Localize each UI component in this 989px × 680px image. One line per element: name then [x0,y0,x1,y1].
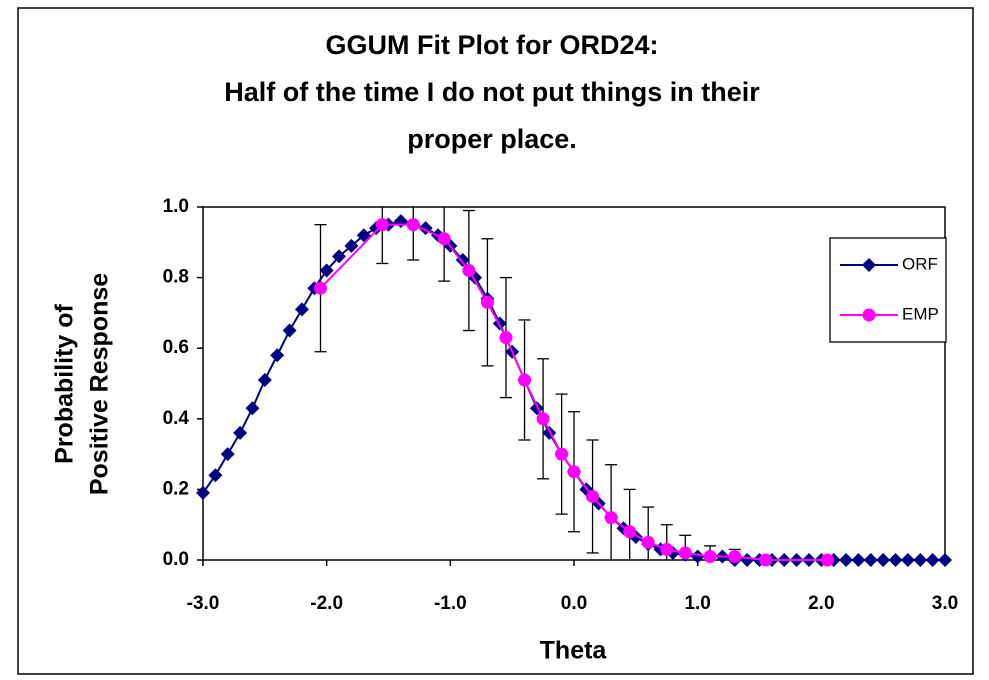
orf-marker [839,553,854,567]
orf-marker [332,249,347,264]
orf-marker [690,549,705,564]
orf-marker [888,553,903,567]
x-tick-label: -3.0 [187,593,220,614]
emp-marker [375,218,389,232]
x-tick-label: 3.0 [932,593,958,614]
orf-marker [282,323,297,338]
y-tick-label: 0.6 [163,337,189,358]
emp-marker [660,542,674,556]
chart-title: proper place. [407,124,577,154]
emp-marker [586,489,600,503]
emp-marker [641,535,655,549]
y-axis-label: Positive Response [86,273,114,495]
y-tick-label: 1.0 [163,196,189,217]
x-tick-label: 0.0 [561,593,587,614]
orf-marker [233,425,248,440]
emp-marker [555,447,569,461]
orf-marker [455,252,470,267]
orf-marker [938,553,952,567]
emp-marker [604,511,618,525]
y-tick-label: 0.8 [163,267,189,288]
emp-marker [728,549,742,563]
legend-marker [862,308,876,322]
orf-marker [257,372,272,387]
emp-marker [406,218,420,232]
emp-marker [567,465,581,479]
orf-marker [851,553,866,567]
y-tick-label: 0.0 [163,549,189,570]
orf-marker [245,401,260,416]
x-tick-label: 1.0 [684,593,710,614]
y-tick-label: 0.2 [163,478,189,499]
orf-marker [196,485,210,500]
orf-marker [270,348,285,363]
emp-marker [536,412,550,426]
legend-label: ORF [902,254,938,273]
orf-marker [319,263,334,278]
orf-marker [876,553,891,567]
emp-marker [462,264,476,278]
emp-marker [623,525,637,539]
chart-frame [17,7,974,675]
emp-marker [759,553,773,567]
emp-marker [499,331,513,345]
legend: ORF EMP [829,237,947,343]
orf-marker [294,302,309,317]
x-tick-label: 2.0 [808,593,834,614]
x-tick-label: -2.0 [310,593,343,614]
orf-marker [220,447,235,462]
orf-marker [925,553,940,567]
emp-marker [480,295,494,309]
x-tick-label: -1.0 [434,593,467,614]
emp-marker [703,549,717,563]
orf-marker [208,468,223,483]
orf-marker [900,553,915,567]
emp-marker [821,553,835,567]
legend-marker [862,258,876,272]
emp-marker [678,546,692,560]
chart-title: GGUM Fit Plot for ORD24: [326,30,659,60]
emp-marker [437,232,451,246]
y-tick-label: 0.4 [163,408,190,429]
chart-title: Half of the time I do not put things in … [224,77,760,107]
orf-marker [863,553,878,567]
emp-marker [518,373,532,387]
legend-box [829,237,947,343]
emp-marker [313,281,327,295]
y-axis-label: Probability of [51,303,79,463]
orf-marker [344,238,359,253]
x-axis-label: Theta [540,637,608,665]
orf-marker [913,553,928,567]
legend-label: EMP [902,304,939,323]
